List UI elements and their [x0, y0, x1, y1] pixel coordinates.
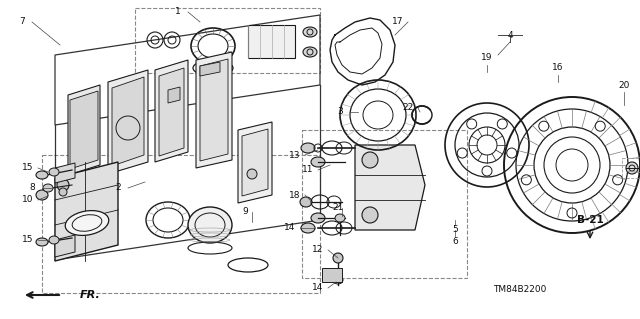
Text: 11: 11: [302, 166, 314, 174]
Ellipse shape: [59, 188, 67, 196]
Polygon shape: [355, 145, 425, 230]
Polygon shape: [55, 163, 75, 183]
Ellipse shape: [36, 171, 48, 179]
Ellipse shape: [362, 207, 378, 223]
Ellipse shape: [335, 214, 345, 222]
Polygon shape: [108, 70, 148, 174]
Polygon shape: [200, 59, 228, 161]
Text: 15: 15: [22, 235, 34, 244]
Polygon shape: [70, 91, 98, 169]
Polygon shape: [196, 52, 232, 168]
Polygon shape: [242, 129, 268, 196]
Polygon shape: [68, 85, 100, 175]
Text: 12: 12: [312, 246, 324, 255]
Text: 1: 1: [175, 8, 181, 17]
Polygon shape: [55, 162, 118, 261]
Ellipse shape: [36, 238, 48, 246]
Text: FR.: FR.: [80, 290, 100, 300]
Ellipse shape: [247, 169, 257, 179]
Text: 2: 2: [115, 183, 121, 192]
Text: 16: 16: [552, 63, 564, 72]
Ellipse shape: [333, 253, 343, 263]
Text: 21: 21: [332, 204, 344, 212]
Polygon shape: [155, 60, 188, 162]
Text: 13: 13: [289, 151, 301, 160]
Text: 18: 18: [289, 190, 301, 199]
Polygon shape: [159, 68, 184, 156]
Text: 14: 14: [312, 284, 324, 293]
Polygon shape: [200, 62, 220, 76]
Text: 3: 3: [337, 108, 343, 116]
Ellipse shape: [57, 179, 69, 191]
Text: 7: 7: [19, 18, 25, 26]
Polygon shape: [168, 87, 180, 103]
Polygon shape: [238, 122, 272, 203]
Text: 9: 9: [242, 207, 248, 217]
Ellipse shape: [311, 213, 325, 223]
Ellipse shape: [303, 47, 317, 57]
Text: B-21: B-21: [577, 215, 604, 225]
Text: 10: 10: [22, 196, 34, 204]
Polygon shape: [248, 25, 295, 58]
Ellipse shape: [303, 27, 317, 37]
Ellipse shape: [65, 211, 109, 235]
Ellipse shape: [301, 223, 315, 233]
Text: 14: 14: [284, 224, 296, 233]
Ellipse shape: [311, 157, 325, 167]
Text: 8: 8: [29, 183, 35, 192]
Ellipse shape: [626, 162, 638, 174]
Polygon shape: [322, 268, 342, 282]
Ellipse shape: [49, 168, 59, 176]
Text: 15: 15: [22, 164, 34, 173]
Ellipse shape: [301, 143, 315, 153]
Text: 6: 6: [452, 238, 458, 247]
Ellipse shape: [49, 236, 59, 244]
Ellipse shape: [300, 197, 312, 207]
Text: 22: 22: [403, 103, 413, 113]
Text: 5: 5: [452, 226, 458, 234]
Text: 17: 17: [392, 18, 404, 26]
Text: 19: 19: [481, 54, 493, 63]
Ellipse shape: [36, 190, 48, 200]
Text: 20: 20: [618, 80, 630, 90]
Polygon shape: [112, 77, 144, 166]
Ellipse shape: [362, 152, 378, 168]
Polygon shape: [55, 235, 75, 257]
Text: 4: 4: [507, 31, 513, 40]
Ellipse shape: [43, 184, 53, 192]
Text: TM84B2200: TM84B2200: [493, 286, 547, 294]
Ellipse shape: [188, 207, 232, 243]
